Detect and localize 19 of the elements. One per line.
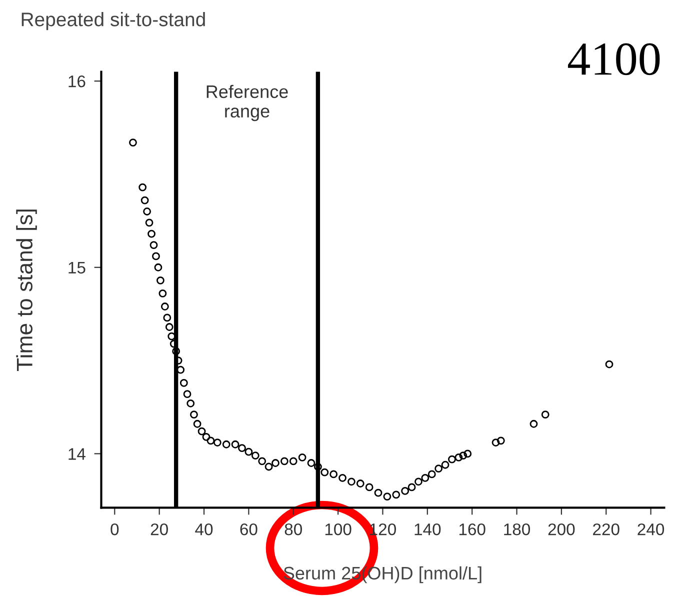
x-tick-label: 40 bbox=[195, 523, 213, 536]
annotation: 4100 bbox=[568, 43, 660, 76]
x-tick-label: 200 bbox=[548, 523, 575, 536]
y-tick-label: 16 bbox=[68, 75, 86, 88]
x-tick-label: 220 bbox=[593, 523, 620, 536]
y-tick-label: 15 bbox=[68, 262, 86, 274]
y-axis-title: Time to stand [s] bbox=[16, 210, 37, 371]
x-tick-label: 20 bbox=[150, 523, 168, 536]
x-tick-label: 100 bbox=[325, 523, 352, 536]
y-tick-label: 14 bbox=[68, 448, 86, 460]
x-tick-label: 60 bbox=[240, 523, 258, 536]
x-tick-label: 180 bbox=[504, 523, 530, 536]
chart-title: Repeated sit-to-stand bbox=[22, 12, 205, 30]
x-tick-label: 140 bbox=[414, 523, 441, 536]
x-tick-label: 0 bbox=[110, 523, 119, 536]
x-tick-label: 240 bbox=[638, 523, 664, 536]
annotation: Reference range bbox=[206, 84, 288, 122]
x-tick-label: 160 bbox=[459, 523, 486, 536]
x-tick-label: 80 bbox=[284, 523, 302, 536]
